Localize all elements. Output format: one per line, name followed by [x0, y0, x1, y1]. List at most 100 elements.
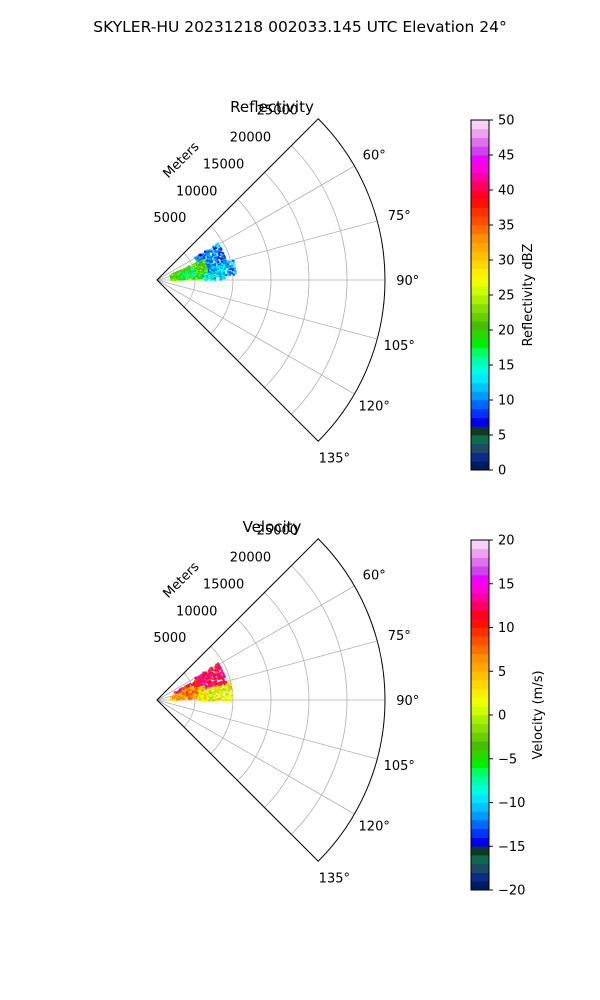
reflectivity-echo-cell	[208, 276, 211, 279]
reflectivity-echo-cell	[232, 261, 235, 264]
reflectivity-echo-cell	[226, 261, 229, 264]
velocity-colorbar-bin-17	[471, 732, 489, 742]
reflectivity-echo-cell	[218, 266, 221, 269]
reflectivity-echo-cell	[216, 258, 219, 261]
velocity-echo-cell	[208, 696, 211, 699]
reflectivity-echo-cell	[189, 269, 192, 272]
reflectivity-echo-cell	[218, 244, 221, 248]
velocity-echo-cell	[216, 669, 219, 672]
reflectivity-echo-cell	[223, 272, 226, 275]
velocity-echo-cell	[218, 677, 221, 681]
reflectivity-echo-cell	[212, 249, 215, 252]
reflectivity-echo-cell	[213, 263, 216, 266]
velocity-colorbar-bin-2	[471, 863, 489, 873]
velocity-echo-cell	[214, 699, 217, 702]
reflectivity-echo-cell	[220, 258, 223, 261]
reflectivity-echo-cell	[201, 254, 204, 257]
reflectivity-echo-cell	[188, 268, 191, 271]
velocity-echo-cell	[191, 688, 194, 691]
velocity-echo-cell	[226, 688, 229, 691]
velocity-echo-cell	[188, 685, 191, 688]
velocity-echo-cell	[229, 683, 232, 686]
velocity-echo-cell	[219, 691, 222, 695]
velocity-echo-cell	[186, 693, 189, 696]
velocity-echo-cell	[200, 699, 203, 702]
velocity-echo-cell	[187, 697, 190, 700]
reflectivity-echo-cell	[197, 277, 200, 280]
velocity-echo-cell	[211, 667, 214, 670]
reflectivity-echo-cell	[199, 254, 202, 257]
velocity-echo-cell	[228, 682, 232, 685]
velocity-echo-cell	[228, 689, 231, 692]
reflectivity-echo-cell	[187, 276, 190, 279]
reflectivity-colorbar-bin-4	[471, 426, 489, 436]
reflectivity-echo-cell	[234, 270, 237, 273]
reflectivity-colorbar-tick-5: 25	[498, 289, 515, 304]
reflectivity-echo-cell	[190, 274, 193, 277]
reflectivity-echo-cell	[190, 271, 193, 274]
velocity-echo-cell	[200, 695, 203, 698]
reflectivity-echo-cell	[223, 265, 226, 268]
reflectivity-echo-cell	[223, 274, 226, 277]
reflectivity-echo-cell	[234, 271, 237, 274]
velocity-colorbar-bin-13	[471, 767, 489, 777]
reflectivity-azimuth-tick-4: 120°	[359, 399, 390, 414]
velocity-echo-cell	[188, 687, 191, 690]
reflectivity-echo-cell	[216, 244, 219, 247]
reflectivity-colorbar-bin-21	[471, 277, 489, 287]
reflectivity-echo-cell	[205, 269, 208, 272]
velocity-echo-cell	[205, 681, 208, 684]
reflectivity-echo-cell	[211, 255, 214, 258]
velocity-echo-cell	[194, 685, 197, 688]
reflectivity-echo-cell	[198, 263, 201, 266]
velocity-azimuth-spoke-3	[156, 699, 378, 760]
reflectivity-echo-cell	[201, 269, 204, 272]
reflectivity-echo-cell	[206, 265, 209, 268]
velocity-echo-cell	[179, 696, 183, 699]
reflectivity-echo-cell	[190, 268, 193, 271]
velocity-echo-cell	[225, 697, 228, 700]
reflectivity-echo-cell	[223, 277, 226, 280]
reflectivity-echo-cell	[206, 259, 209, 262]
figure-title: SKYLER-HU 20231218 002033.145 UTC Elevat…	[93, 18, 507, 36]
reflectivity-echo-cell	[224, 260, 227, 263]
velocity-colorbar-bin-36	[471, 566, 489, 576]
reflectivity-echo-cell	[219, 251, 222, 254]
reflectivity-echo-cell	[216, 266, 219, 269]
reflectivity-echo-cell	[184, 275, 187, 278]
reflectivity-echo-cell	[226, 272, 230, 275]
reflectivity-echo-cell	[182, 278, 185, 281]
velocity-colorbar-bin-37	[471, 557, 489, 567]
reflectivity-echoes	[169, 242, 237, 282]
reflectivity-echo-cell	[222, 260, 226, 263]
reflectivity-echo-cell	[192, 264, 195, 267]
velocity-echo-cell	[192, 681, 195, 685]
reflectivity-echo-cell	[232, 267, 235, 270]
reflectivity-echo-cell	[199, 257, 202, 260]
reflectivity-echo-cell	[189, 276, 192, 279]
velocity-colorbar-bin-35	[471, 575, 489, 585]
reflectivity-azimuth-labels: 60° 75° 90° 105° 120° 135°	[319, 149, 420, 467]
reflectivity-echo-cell	[207, 261, 210, 264]
reflectivity-echo-cell	[208, 250, 211, 253]
velocity-echo-cell	[216, 688, 219, 691]
velocity-colorbar-bin-20	[471, 706, 489, 716]
velocity-echo-cell	[223, 697, 226, 700]
reflectivity-echo-cell	[217, 256, 220, 259]
reflectivity-echo-cell	[223, 257, 227, 260]
velocity-echo-cell	[219, 667, 222, 670]
velocity-echo-cell	[221, 680, 224, 684]
reflectivity-colorbar-bin-2	[471, 443, 489, 453]
reflectivity-echo-cell	[217, 251, 220, 254]
velocity-echo-cell	[192, 693, 195, 696]
reflectivity-azimuth-tick-2: 90°	[396, 274, 419, 289]
reflectivity-echo-cell	[199, 261, 202, 264]
reflectivity-colorbar-bin-23	[471, 260, 489, 270]
reflectivity-echo-cell	[227, 265, 230, 268]
reflectivity-echo-cell	[171, 274, 174, 277]
reflectivity-colorbar-bin-0	[471, 461, 489, 471]
reflectivity-echo-cell	[219, 277, 222, 280]
reflectivity-colorbar-bin-35	[471, 155, 489, 165]
velocity-colorbar-tick-0: −20	[498, 884, 525, 899]
velocity-echo-cell	[194, 677, 197, 680]
